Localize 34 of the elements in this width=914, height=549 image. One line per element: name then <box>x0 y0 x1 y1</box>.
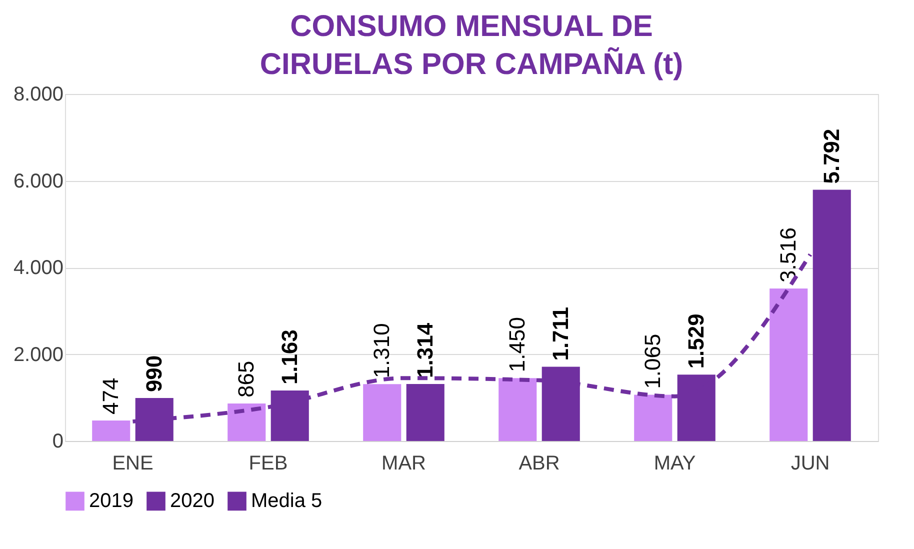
bar <box>92 420 130 441</box>
data-label: 474 <box>98 378 124 414</box>
y-tick-label: 2.000 <box>13 344 64 366</box>
data-label: 5.792 <box>818 128 844 184</box>
legend-label: 2020 <box>170 490 214 512</box>
data-label: 3.516 <box>776 227 801 282</box>
legend-label: Media 5 <box>251 490 322 512</box>
data-label: 990 <box>141 355 166 392</box>
chart-title: CONSUMO MENSUAL DE CIRUELAS POR CAMPAÑA (t) <box>260 10 684 81</box>
x-tick-label: FEB <box>248 452 288 474</box>
x-tick-label: ABR <box>518 452 560 474</box>
y-tick-label: 6.000 <box>13 170 64 192</box>
bar <box>770 288 808 441</box>
bar <box>634 394 672 441</box>
legend-label: 2019 <box>89 490 134 512</box>
y-tick-label: 8.000 <box>13 84 64 106</box>
bar <box>406 384 444 441</box>
data-label: 1.065 <box>640 334 666 389</box>
y-tick-label: 4.000 <box>13 257 64 279</box>
bar <box>498 378 537 441</box>
data-label: 1.450 <box>504 317 530 372</box>
x-tick-label: ENE <box>112 452 154 474</box>
data-label: 1.711 <box>548 306 573 361</box>
bar <box>363 384 402 441</box>
data-label: 1.314 <box>412 322 438 378</box>
data-label: 1.310 <box>369 323 394 378</box>
data-label: 865 <box>234 360 259 398</box>
data-label: 1.163 <box>276 329 302 385</box>
y-tick-label: 0 <box>52 430 64 452</box>
x-tick-label: JUN <box>790 452 830 474</box>
x-tick-label: MAR <box>382 452 426 474</box>
x-tick-label: MAY <box>654 452 696 474</box>
data-label: 1.529 <box>683 314 708 369</box>
bar <box>228 403 266 441</box>
